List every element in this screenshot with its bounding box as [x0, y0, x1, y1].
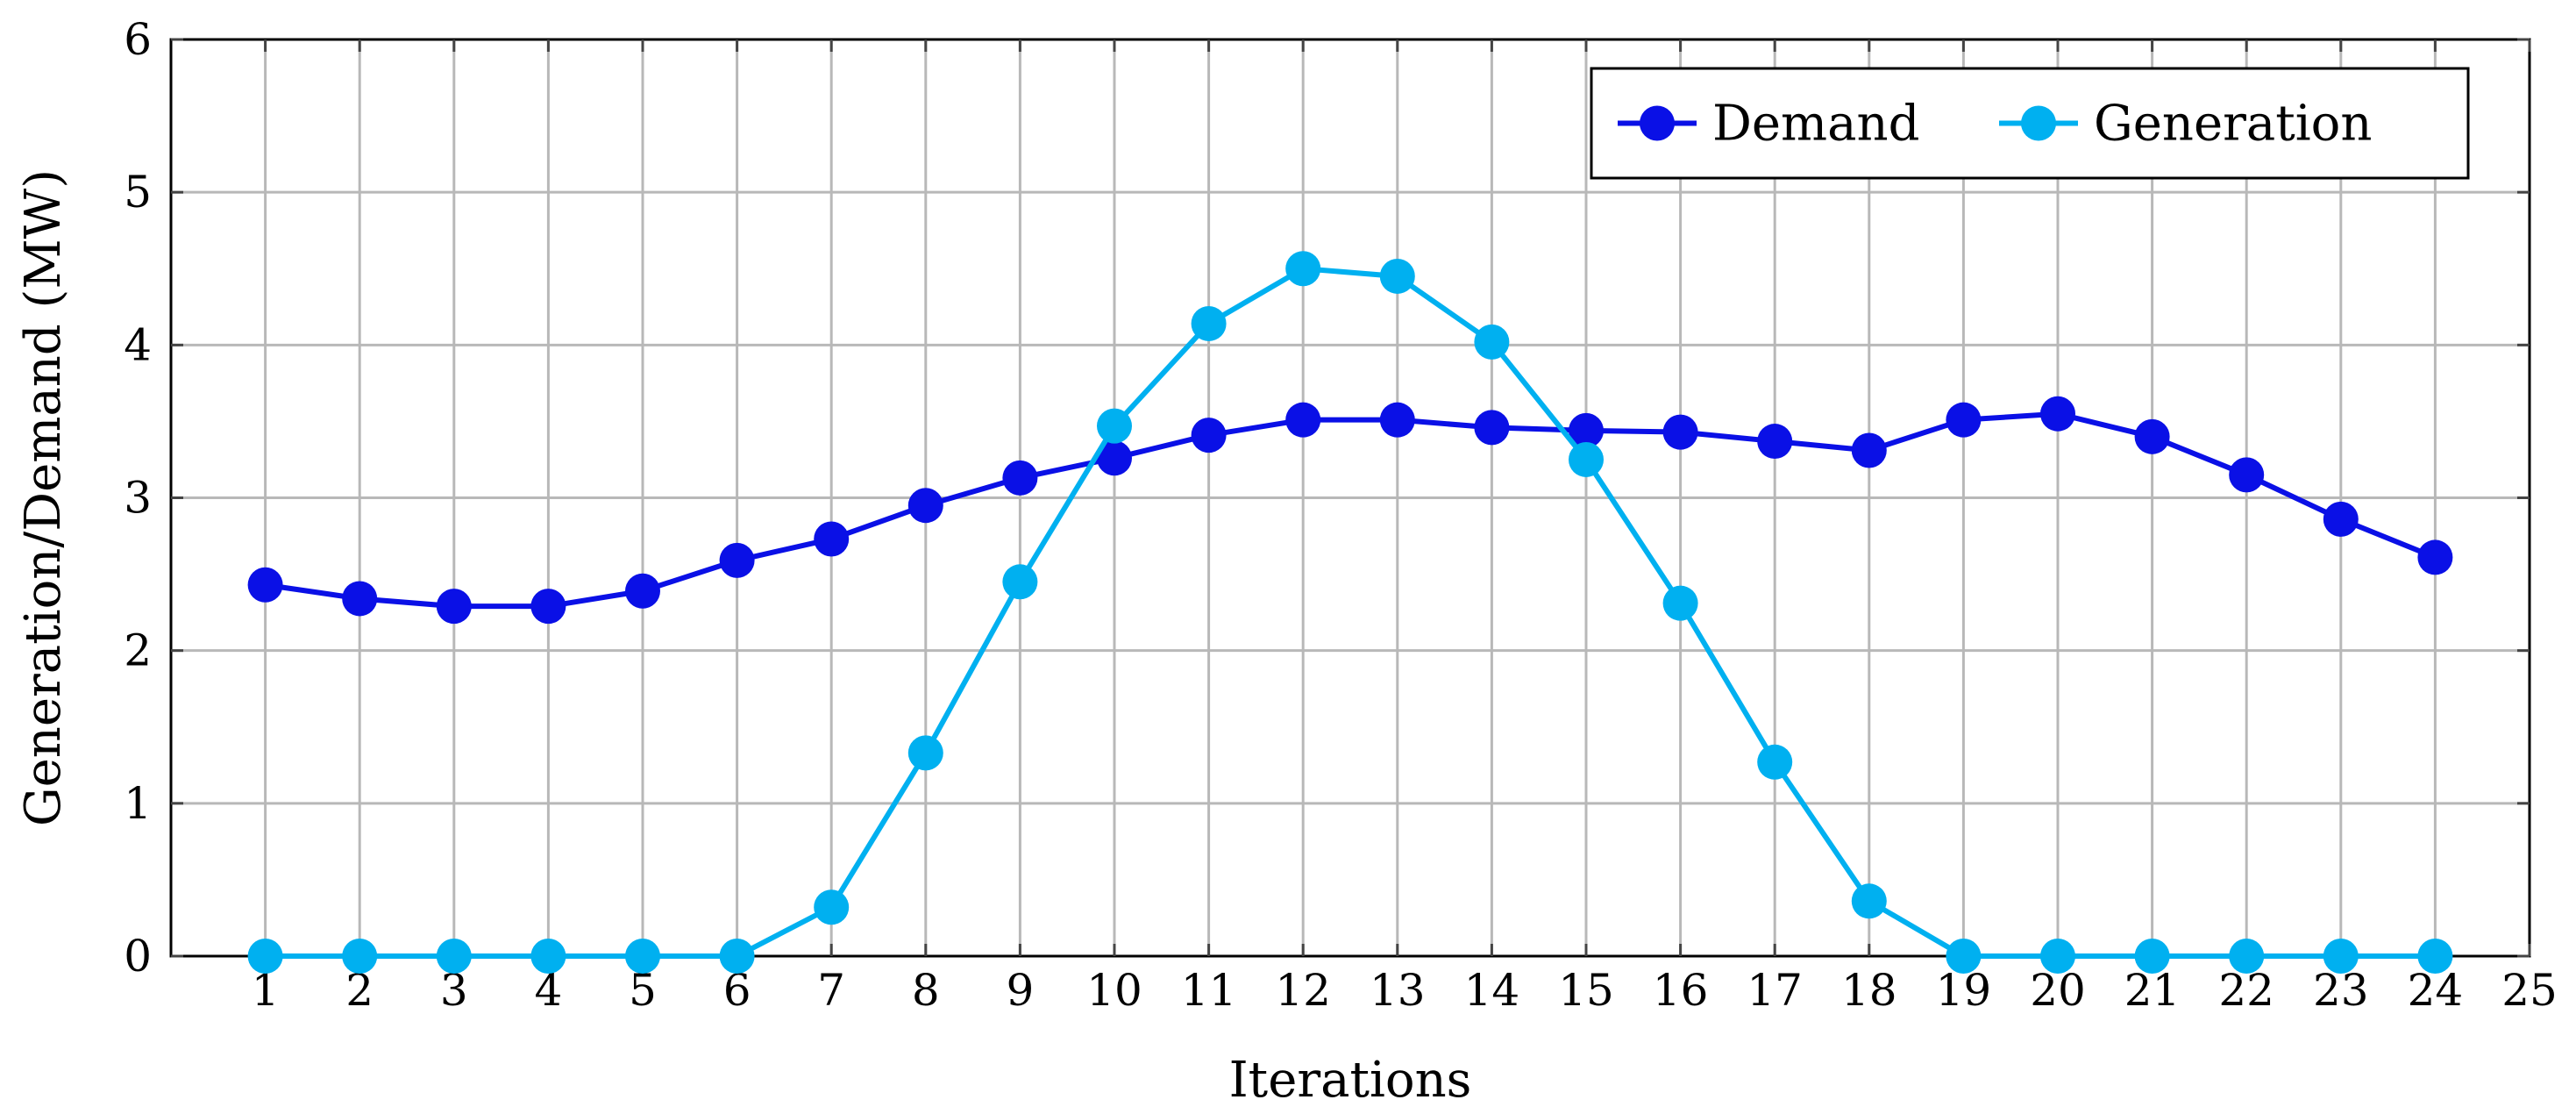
series-line-demand — [265, 411, 2437, 610]
data-point-generation — [342, 939, 378, 974]
data-point-generation — [2040, 939, 2075, 974]
data-point-demand — [907, 488, 943, 524]
x-tick-label: 15 — [1558, 965, 1614, 1016]
legend-swatch-marker — [2021, 105, 2056, 141]
data-point-demand — [247, 567, 283, 603]
x-tick-label: 16 — [1653, 965, 1709, 1016]
series-layer — [247, 251, 2453, 974]
x-tick-label: 13 — [1370, 965, 1426, 1016]
data-point-demand — [2229, 457, 2265, 493]
x-tick-label: 17 — [1747, 965, 1803, 1016]
y-tick-label: 3 — [124, 473, 152, 524]
x-tick-label: 11 — [1181, 965, 1237, 1016]
y-tick-label: 5 — [124, 167, 152, 218]
y-tick-label: 1 — [124, 778, 152, 829]
data-point-generation — [719, 939, 755, 974]
y-axis-label: Generation/Demand (MW) — [15, 169, 72, 826]
data-point-generation — [1757, 744, 1793, 780]
data-point-generation — [1379, 258, 1415, 294]
y-tick-label: 2 — [124, 625, 152, 676]
data-point-generation — [1097, 408, 1132, 444]
data-point-generation — [2134, 939, 2170, 974]
data-point-demand — [342, 581, 378, 617]
x-tick-label: 18 — [1841, 965, 1897, 1016]
y-tick-label: 4 — [124, 319, 152, 370]
data-point-demand — [1851, 432, 1887, 468]
data-point-demand — [1757, 424, 1793, 460]
x-tick-label: 14 — [1464, 965, 1520, 1016]
data-point-generation — [1191, 305, 1227, 341]
data-point-generation — [2229, 939, 2265, 974]
series-demand — [247, 396, 2453, 625]
data-point-generation — [625, 939, 660, 974]
x-tick-label: 8 — [912, 965, 940, 1016]
data-point-demand — [1569, 412, 1604, 448]
data-point-generation — [1662, 585, 1698, 621]
x-axis-label: Iterations — [1229, 1052, 1472, 1109]
data-point-generation — [1285, 251, 1321, 287]
data-point-demand — [1002, 460, 1038, 496]
data-point-demand — [1379, 402, 1415, 438]
y-tick-label: 6 — [124, 14, 152, 65]
data-point-demand — [436, 589, 472, 625]
data-point-generation — [530, 939, 566, 974]
data-point-demand — [1946, 402, 1982, 438]
x-tick-label: 10 — [1086, 965, 1142, 1016]
series-line-generation — [265, 266, 2436, 959]
data-point-generation — [2323, 939, 2359, 974]
x-tick-label: 9 — [1006, 965, 1034, 1016]
series-generation — [247, 251, 2453, 974]
data-point-demand — [2040, 396, 2075, 432]
data-point-demand — [719, 542, 755, 578]
data-point-demand — [1662, 414, 1698, 450]
data-point-generation — [1474, 324, 1510, 360]
data-point-demand — [1097, 440, 1132, 476]
data-point-generation — [436, 939, 472, 974]
data-point-demand — [1191, 418, 1227, 453]
data-point-demand — [625, 573, 660, 609]
data-point-generation — [2417, 939, 2453, 974]
data-point-demand — [2134, 418, 2170, 454]
axis-ticks: 1 2 3 4 5 6 7 8 9 10 11 12 13 14 15 16 17 18 19 20 21 22 23 24 2… — [124, 14, 2558, 1016]
data-point-generation — [1002, 564, 1038, 600]
legend: Demand Generation — [1590, 67, 2470, 180]
data-point-generation — [907, 735, 943, 771]
y-tick-label: 0 — [124, 931, 152, 982]
data-point-generation — [814, 889, 850, 925]
data-point-demand — [530, 589, 566, 625]
data-point-generation — [1946, 939, 1982, 974]
x-tick-label: 12 — [1275, 965, 1331, 1016]
x-tick-label: 7 — [817, 965, 845, 1016]
data-point-generation — [247, 939, 283, 974]
data-point-demand — [1285, 402, 1321, 438]
data-point-demand — [814, 521, 850, 557]
data-point-demand — [2323, 501, 2359, 537]
data-point-generation — [1569, 441, 1604, 477]
x-tick-label: 25 — [2501, 965, 2558, 1016]
legend-label: Generation — [2094, 96, 2372, 153]
data-point-demand — [2417, 539, 2453, 575]
data-point-generation — [1851, 883, 1887, 919]
legend-label: Demand — [1712, 96, 1919, 153]
legend-swatch-marker — [1640, 105, 1675, 141]
data-point-demand — [1474, 410, 1510, 446]
